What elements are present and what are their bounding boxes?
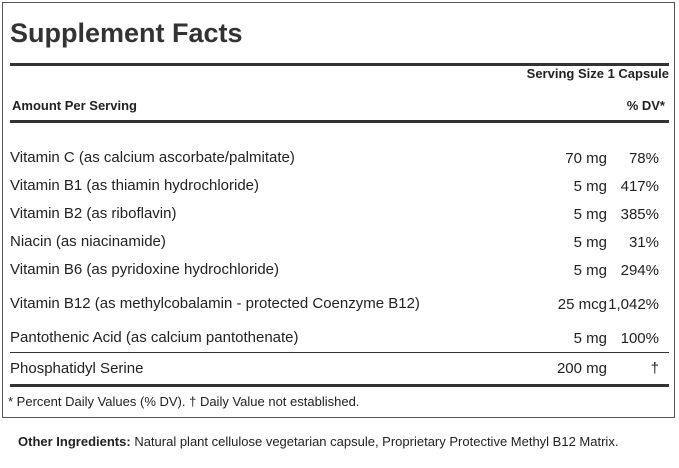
nutrient-row: Vitamin B2 (as riboflavin) 5 mg 385% — [10, 200, 659, 228]
rule — [10, 384, 669, 387]
serving-size: Serving Size 1 Capsule — [526, 66, 669, 81]
nutrient-name: Vitamin B6 (as pyridoxine hydrochloride) — [10, 261, 280, 278]
nutrient-row: Phosphatidyl Serine 200 mg † — [10, 353, 659, 384]
nutrient-row: Vitamin B1 (as thiamin hydrochloride) 5 m… — [10, 172, 659, 200]
nutrient-name: Vitamin B2 (as riboflavin) — [10, 205, 177, 222]
title: Supplement Facts — [10, 18, 243, 48]
other-text: Natural plant cellulose vegetarian capsu… — [134, 434, 619, 449]
nutrient-name: Pantothenic Acid (as calcium pantothenat… — [10, 329, 299, 346]
amount-header: Amount Per Serving — [12, 98, 137, 113]
nutrient-row: Vitamin C (as calcium ascorbate/palmitat… — [10, 144, 659, 172]
nutrient-amount: 200 mg — [556, 360, 607, 377]
rule — [10, 63, 669, 66]
nutrient-amount: 25 mcg — [557, 295, 607, 313]
nutrient-dv: 100% — [620, 329, 659, 347]
nutrient-amount: 70 mg — [565, 149, 607, 167]
nutrient-dv: 78% — [628, 149, 659, 167]
footnote: * Percent Daily Values (% DV). † Daily V… — [8, 394, 360, 409]
nutrient-name: Vitamin B12 (as methylcobalamin - protec… — [10, 295, 420, 312]
other-label: Other Ingredients: — [18, 434, 131, 449]
nutrient-dv: 294% — [620, 261, 659, 279]
nutrient-dv: † — [650, 360, 659, 377]
nutrient-row: Vitamin B6 (as pyridoxine hydrochloride)… — [10, 256, 659, 284]
dv-header: % DV* — [626, 98, 665, 113]
nutrient-amount: 5 mg — [573, 261, 607, 279]
nutrient-amount: 5 mg — [573, 205, 607, 223]
rule — [10, 120, 669, 123]
nutrient-name: Vitamin C (as calcium ascorbate/palmitat… — [10, 149, 295, 166]
nutrient-dv: 1,042% — [608, 295, 659, 313]
other-ingredients: Other Ingredients: Natural plant cellulo… — [18, 430, 668, 453]
nutrient-amount: 5 mg — [573, 233, 607, 251]
nutrient-dv: 417% — [620, 177, 659, 195]
nutrient-amount: 5 mg — [573, 329, 607, 347]
label-box — [2, 2, 675, 418]
nutrient-dv: 385% — [620, 205, 659, 223]
nutrient-name: Vitamin B1 (as thiamin hydrochloride) — [10, 177, 260, 194]
nutrient-row: Niacin (as niacinamide) 5 mg 31% — [10, 228, 659, 256]
nutrient-row: Pantothenic Acid (as calcium pantothenat… — [10, 324, 659, 352]
nutrient-name: Phosphatidyl Serine — [10, 359, 144, 377]
rule — [10, 352, 669, 353]
nutrient-row: Vitamin B12 (as methylcobalamin - protec… — [10, 284, 659, 324]
nutrient-dv: 31% — [628, 233, 659, 251]
nutrient-amount: 5 mg — [573, 177, 607, 195]
nutrient-name: Niacin (as niacinamide) — [10, 233, 166, 250]
